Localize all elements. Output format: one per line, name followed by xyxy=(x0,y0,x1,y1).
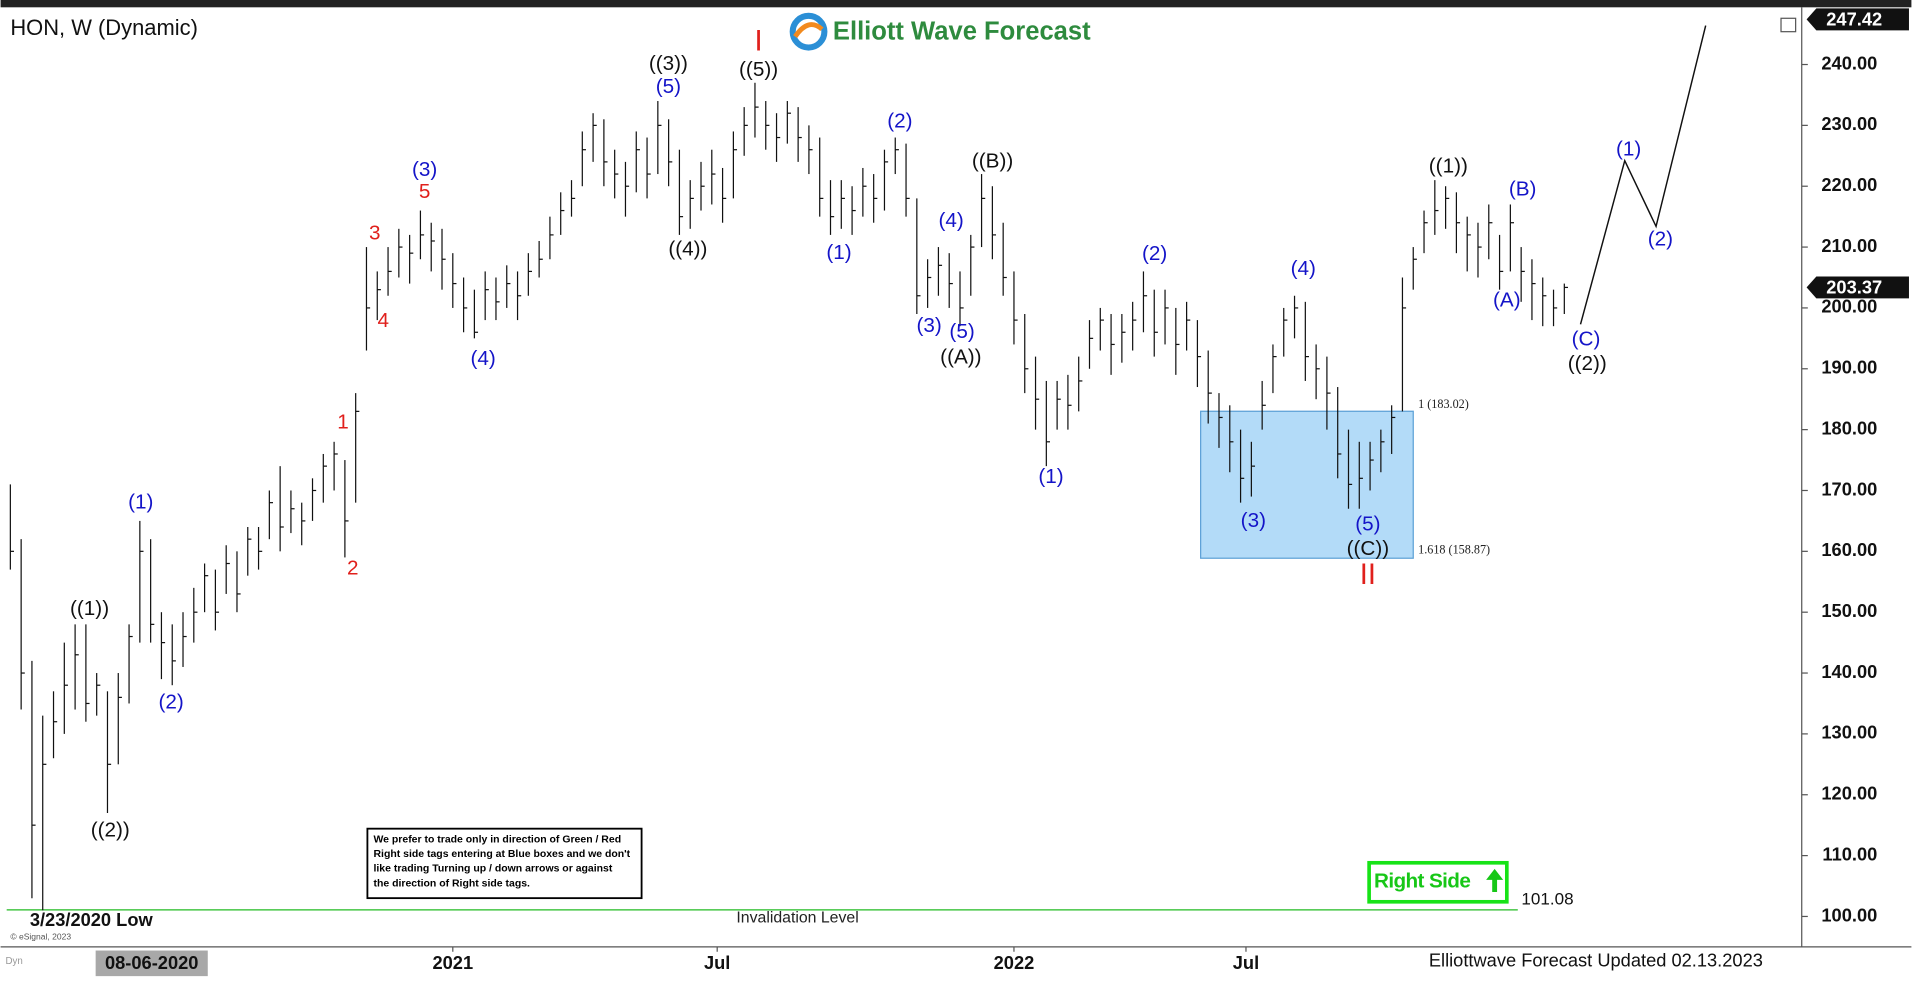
y-tick-label: 190.00 xyxy=(1821,357,1877,378)
x-tick-label: 2021 xyxy=(432,952,473,973)
wave-label: (4) xyxy=(938,209,963,232)
invalidation-text: Invalidation Level xyxy=(736,910,858,927)
low-label: 3/23/2020 Low xyxy=(30,909,154,930)
cursor-date: 08-06-2020 xyxy=(105,952,198,973)
y-tick-label: 160.00 xyxy=(1821,539,1877,560)
wave-label: ((A)) xyxy=(940,346,981,369)
wave-label: (1) xyxy=(128,491,153,514)
up-arrow xyxy=(1486,868,1504,893)
y-tick-label: 100.00 xyxy=(1821,904,1877,925)
top-price-tag: 247.42 xyxy=(1826,8,1882,29)
wave-label: (5) xyxy=(1355,513,1380,536)
y-tick-label: 170.00 xyxy=(1821,478,1877,499)
wave-label: (2) xyxy=(1142,242,1167,265)
logo: Elliott Wave Forecast xyxy=(789,12,1091,51)
fib-label: 1 (183.02) xyxy=(1418,397,1469,411)
wave-label: ((3)) xyxy=(649,52,688,75)
top-border xyxy=(0,0,1912,8)
right-side-tag: Right Side xyxy=(1367,860,1509,904)
notice-line: We prefer to trade only in direction of … xyxy=(373,834,621,845)
wave-label: (1) xyxy=(1616,137,1641,160)
fib-label: 1.618 (158.87) xyxy=(1418,543,1490,557)
fib-box xyxy=(1200,410,1414,559)
wave-label: (3) xyxy=(1241,509,1266,532)
y-tick-label: 240.00 xyxy=(1821,52,1877,73)
y-tick-label: 180.00 xyxy=(1821,417,1877,438)
y-tick-label: 150.00 xyxy=(1821,600,1877,621)
y-tick-label: 140.00 xyxy=(1821,661,1877,682)
right-side-box xyxy=(1367,860,1509,904)
footer: Elliottwave Forecast Updated 02.13.2023 xyxy=(1429,949,1763,970)
wave-label: 1 xyxy=(337,410,349,433)
copyright: © eSignal, 2023 xyxy=(10,931,71,941)
y-tick-label: 120.00 xyxy=(1821,783,1877,804)
logo-swoosh xyxy=(793,22,824,39)
notice-line: Right side tags entering at Blue boxes a… xyxy=(373,849,630,860)
window-icon xyxy=(1780,17,1797,33)
wave-label: (C) xyxy=(1572,327,1601,350)
last-price-tag-box xyxy=(1806,276,1909,299)
wave-label: (4) xyxy=(1291,257,1316,280)
wave-label: ((2)) xyxy=(91,819,130,842)
wave-label: (5) xyxy=(949,320,974,343)
cursor-date-box xyxy=(95,950,208,977)
x-tick-label: 2022 xyxy=(994,952,1035,973)
notice-line: the direction of Right side tags. xyxy=(373,878,530,889)
invalidation-value: 101.08 xyxy=(1521,890,1573,909)
wave-label: ((4)) xyxy=(668,237,707,260)
wave-label: I xyxy=(755,25,763,57)
y-tick-label: 210.00 xyxy=(1821,235,1877,256)
wave-label: (2) xyxy=(887,109,912,132)
top-price-tag-box xyxy=(1806,8,1909,31)
y-tick-label: 230.00 xyxy=(1821,113,1877,134)
y-tick-label: 110.00 xyxy=(1822,843,1877,864)
wave-label: ((1)) xyxy=(70,597,109,620)
y-tick-label: 200.00 xyxy=(1821,296,1877,317)
wave-label: ((1)) xyxy=(1429,154,1468,177)
wave-label: II xyxy=(1360,559,1376,591)
logo-text: Elliott Wave Forecast xyxy=(833,18,1091,46)
wave-label: (A) xyxy=(1493,288,1521,311)
notice-line: like trading Turning up / down arrows or… xyxy=(373,864,612,875)
wave-label: 5 xyxy=(419,180,431,203)
logo-icon xyxy=(789,12,828,51)
wave-label: (1) xyxy=(1038,465,1063,488)
wave-label: 4 xyxy=(377,309,389,332)
wave-label: ((2)) xyxy=(1568,352,1607,375)
projection-line xyxy=(1579,25,1707,325)
wave-label: (2) xyxy=(159,691,184,714)
chart-title: HON, W (Dynamic) xyxy=(10,15,198,40)
wave-label: (1) xyxy=(826,241,851,264)
wave-label: ((C)) xyxy=(1347,537,1390,560)
wave-label: ((B)) xyxy=(972,150,1013,173)
wave-label: (4) xyxy=(471,347,496,370)
right-side-text: Right Side xyxy=(1374,870,1470,893)
wave-label: (2) xyxy=(1648,228,1673,251)
notice-box xyxy=(366,827,643,900)
y-tick-label: 220.00 xyxy=(1821,174,1877,195)
last-price-tag: 203.37 xyxy=(1826,276,1882,297)
wave-label: 2 xyxy=(347,557,359,580)
wave-label: (3) xyxy=(917,314,942,337)
notice: We prefer to trade only in direction of … xyxy=(366,827,643,900)
x-tick-label: Jul xyxy=(1233,952,1259,973)
dyn-label: Dyn xyxy=(5,956,22,967)
y-tick-label: 130.00 xyxy=(1821,722,1877,743)
wave-label: 3 xyxy=(369,221,381,244)
wave-label: ((5)) xyxy=(739,58,778,81)
wave-label: (B) xyxy=(1509,178,1537,201)
wave-label: (3) xyxy=(412,158,437,181)
x-tick-label: Jul xyxy=(704,952,730,973)
wave-label: (5) xyxy=(656,75,681,98)
